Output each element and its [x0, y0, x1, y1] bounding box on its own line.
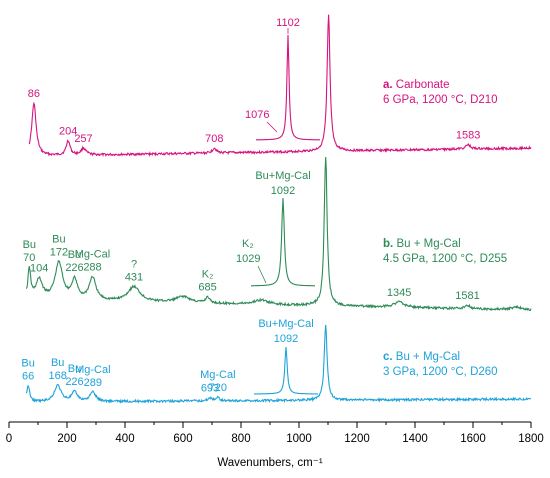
- peak-label-text: Bu: [51, 357, 64, 369]
- legend-a: a. Carbonate 6 GPa, 1200 °C, D210: [383, 79, 498, 106]
- peak-label-a-204: 204: [59, 125, 77, 137]
- x-ticks: 0 200 400 600 800 1000 1200 1400 1600 1800: [6, 422, 544, 445]
- inset-c-peak: [254, 346, 318, 395]
- peak-label-text: 1581: [455, 290, 479, 302]
- peak-label-text: Bu: [68, 363, 81, 375]
- peak-label-a-1583: 1583: [456, 130, 480, 142]
- x-axis-title: Wavenumbers, cm⁻¹: [217, 457, 323, 469]
- peak-label-text: 257: [74, 133, 92, 145]
- peak-label-text: Mg-Cal: [200, 369, 235, 381]
- spectrum-c-line: [25, 324, 532, 404]
- peak-label-text: 168: [49, 370, 67, 382]
- peak-label-text: Mg-Cal: [75, 364, 110, 376]
- x-tick-label: 0: [6, 433, 12, 445]
- peak-label-text: ?: [131, 259, 137, 271]
- legend-a-conditions: 6 GPa, 1200 °C, D210: [383, 94, 498, 106]
- inset-b-label-title: Bu+Mg-Cal: [255, 170, 310, 182]
- x-tick-label: 200: [57, 433, 76, 445]
- inset-a-peak: [256, 34, 320, 141]
- spectrum-b-line: [25, 156, 532, 312]
- x-tick-label: 1200: [344, 433, 370, 445]
- peak-label-text: 289: [84, 377, 102, 389]
- legend-a-name: Carbonate: [396, 79, 450, 91]
- peak-label-text: 86: [28, 88, 40, 100]
- peak-label-text: 226: [65, 262, 83, 274]
- inset-c-label-title: Bu+Mg-Cal: [258, 318, 313, 330]
- peak-label-b-431: ?431: [125, 259, 143, 284]
- legend-b: b. Bu + Mg-Cal 4.5 GPa, 1200 °C, D255: [383, 238, 507, 265]
- peak-label-text: 172: [50, 246, 68, 258]
- x-axis: 0 200 400 600 800 1000 1200 1400 1600 1800 Wavenu…: [6, 421, 544, 469]
- peak-label-text: 708: [205, 133, 223, 145]
- x-tick-label: 400: [115, 433, 134, 445]
- peak-label-c-693: 693: [201, 383, 219, 395]
- peak-label-text: 1583: [456, 130, 480, 142]
- peak-label-text: 226: [65, 376, 83, 388]
- x-tick-label: 1000: [286, 433, 312, 445]
- inset-b-label-1092: 1092: [271, 185, 295, 197]
- inset-b-label-1029: 1029: [236, 253, 260, 265]
- x-tick-label: 1400: [402, 433, 428, 445]
- legend-c-conditions: 3 GPa, 1200 °C, D260: [383, 366, 498, 378]
- legend-b-name: Bu + Mg-Cal: [396, 238, 460, 250]
- peak-label-b-1345: 1345: [387, 287, 411, 299]
- peak-label-text: 104: [30, 263, 48, 275]
- x-tick-label: 1600: [460, 433, 486, 445]
- peak-label-text: K₂: [202, 268, 214, 280]
- x-tick-label: 600: [173, 433, 192, 445]
- peak-label-text: 1345: [387, 287, 411, 299]
- peak-label-text: Bu: [68, 249, 81, 261]
- peak-label-text: 431: [125, 272, 143, 284]
- legend-b-letter: b.: [383, 238, 393, 250]
- peak-label-b-1581: 1581: [455, 290, 479, 302]
- legend-c: c. Bu + Mg-Cal 3 GPa, 1200 °C, D260: [383, 351, 498, 378]
- peak-label-text: 70: [23, 252, 35, 264]
- peak-label-text: 288: [83, 261, 101, 273]
- inset-c-label-1092: 1092: [274, 333, 298, 345]
- inset-b-leader-1029: [257, 265, 267, 284]
- spectra-layer: [25, 14, 532, 404]
- peak-label-a-86: 86: [28, 88, 40, 100]
- legend-c-name: Bu + Mg-Cal: [396, 351, 460, 363]
- peak-label-text: 685: [198, 281, 216, 293]
- peak-label-b-104: 104: [30, 263, 48, 275]
- peak-label-text: 204: [59, 125, 77, 137]
- peak-label-text: Mg-Cal: [75, 248, 110, 260]
- legend-a-name-line: a. Carbonate: [383, 79, 450, 91]
- legend-a-letter: a.: [383, 79, 393, 91]
- legend-c-name-line: c. Bu + Mg-Cal: [383, 351, 460, 363]
- peak-label-a-257: 257: [74, 133, 92, 145]
- spectrum-a-line: [28, 14, 532, 158]
- inset-b-label-k2: K₂: [242, 238, 254, 250]
- peak-label-text: 693: [201, 383, 219, 395]
- inset-a-leader-1076: [266, 121, 278, 133]
- peak-label-text: 66: [22, 370, 34, 382]
- peak-label-a-708: 708: [205, 133, 223, 145]
- legend-b-conditions: 4.5 GPa, 1200 °C, D255: [383, 253, 507, 265]
- inset-a-label-1102: 1102: [276, 17, 300, 29]
- legend-b-name-line: b. Bu + Mg-Cal: [383, 238, 461, 250]
- x-tick-label: 1800: [518, 433, 544, 445]
- inset-b-peak: [251, 197, 315, 287]
- peak-label-text: Bu: [52, 233, 65, 245]
- peak-label-text: Bu: [21, 357, 34, 369]
- inset-a-label-1076: 1076: [245, 109, 269, 121]
- peak-label-text: 720: [209, 382, 227, 394]
- x-tick-label: 800: [231, 433, 250, 445]
- peak-label-text: Bu: [23, 239, 36, 251]
- legend-c-letter: c.: [383, 351, 393, 363]
